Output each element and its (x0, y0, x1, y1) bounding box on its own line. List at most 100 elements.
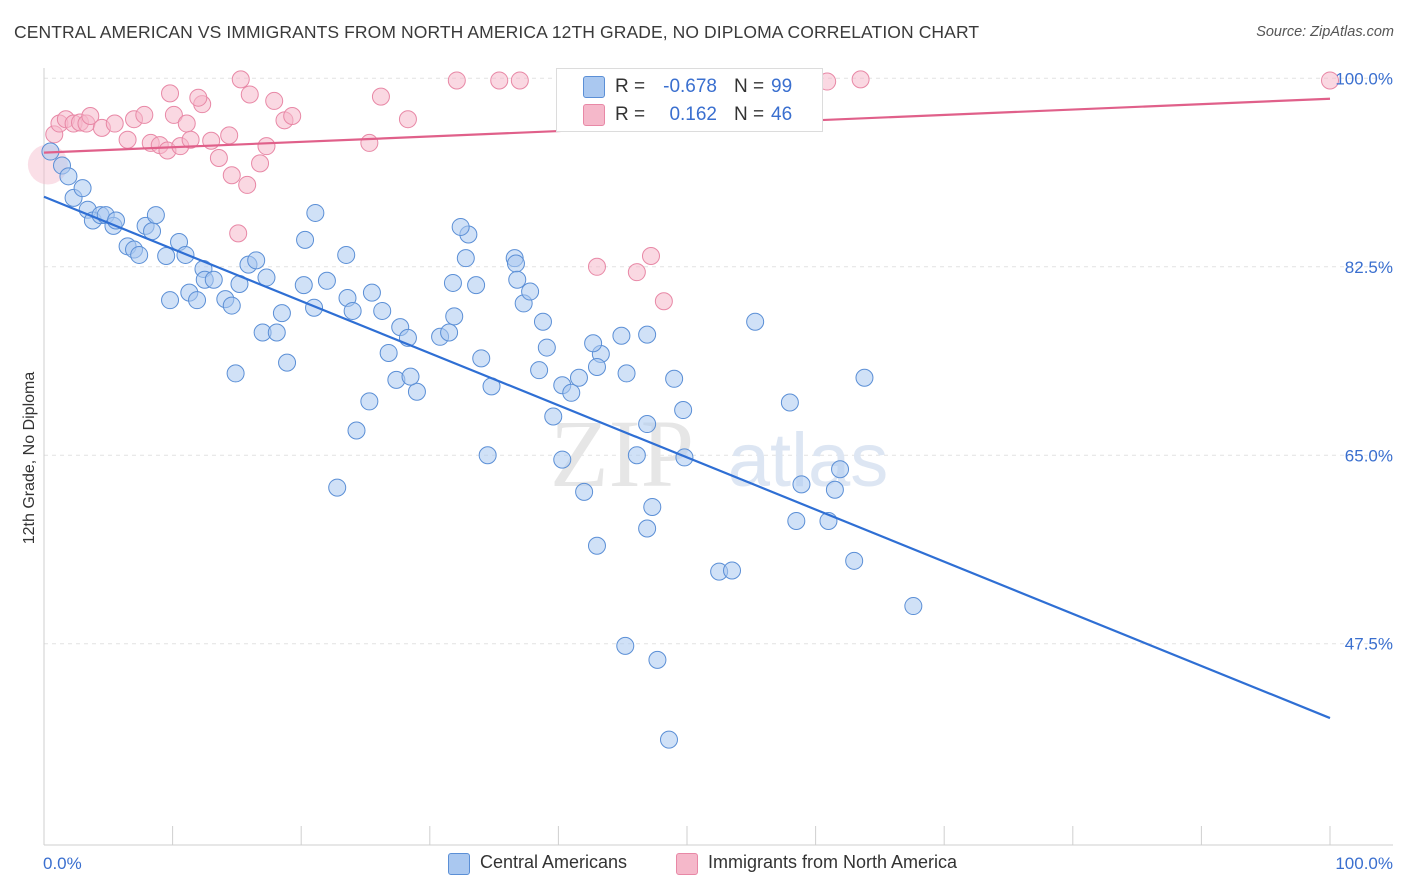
immigrants-point (251, 154, 270, 173)
immigrants-point (851, 70, 870, 89)
central-american-point (825, 480, 844, 499)
central-american-point (401, 367, 420, 386)
watermark-zip: ZIP (550, 400, 694, 507)
bottom-legend-swatch-blue (448, 853, 470, 875)
central-american-point (222, 296, 241, 315)
y-axis-label: 12th Grade, No Diploma (21, 371, 38, 545)
central-american-point (478, 446, 497, 465)
central-american-point (544, 407, 563, 426)
source-label: Source: ZipAtlas.com (1256, 24, 1394, 40)
immigrants-point (181, 130, 200, 149)
legend-r-label: R = (615, 104, 646, 125)
immigrants-point (240, 85, 259, 104)
central-american-point (157, 247, 176, 266)
central-american-point (272, 304, 291, 323)
central-american-point (443, 273, 462, 292)
central-american-point (792, 475, 811, 494)
immigrants-point (229, 224, 248, 243)
central-american-point (337, 245, 356, 264)
immigrants-point (627, 263, 646, 282)
immigrants-point (118, 130, 137, 149)
immigrants-point (209, 149, 228, 168)
central-american-point (638, 415, 657, 434)
central-american-point (553, 450, 572, 469)
immigrants-point (231, 70, 250, 89)
central-american-point (362, 283, 381, 302)
central-american-trend-line (43, 195, 1331, 720)
central-american-point (627, 446, 646, 465)
immigrants-point (360, 133, 379, 152)
immigrants-point (164, 105, 183, 124)
immigrants-point (510, 71, 529, 90)
central-american-point (648, 650, 667, 669)
immigrants-point (220, 126, 239, 145)
central-american-point (204, 270, 223, 289)
central-american-point (533, 312, 552, 331)
central-american-point (665, 369, 684, 388)
central-american-point (278, 353, 297, 372)
central-american-point (343, 301, 362, 320)
bottom-legend-label: Central Americans (480, 852, 628, 872)
central-american-point (638, 519, 657, 538)
central-american-point (226, 364, 245, 383)
immigrants-point (371, 87, 390, 106)
central-american-point (445, 307, 464, 326)
central-american-point (59, 167, 78, 186)
bottom-legend-swatch-pink (676, 853, 698, 875)
legend-n-value: 46 (771, 104, 793, 125)
central-american-point (161, 291, 180, 310)
y-tick-label: 82.5% (1345, 258, 1393, 277)
central-american-point (575, 482, 594, 501)
immigrants-point (161, 84, 180, 103)
central-american-point (521, 282, 540, 301)
chart-title: CENTRAL AMERICAN VS IMMIGRANTS FROM NORT… (14, 22, 980, 42)
x-tick-label-max: 100.0% (1335, 854, 1393, 873)
central-american-point (780, 393, 799, 412)
legend-n-value: 99 (771, 76, 793, 97)
central-american-point (347, 421, 366, 440)
central-american-point (569, 368, 588, 387)
series-central-american-points (41, 142, 923, 749)
y-tick-labels: 100.0% 82.5% 65.0% 47.5% (1335, 69, 1393, 653)
central-american-point (723, 561, 742, 580)
immigrants-point (105, 114, 124, 133)
central-american-point (188, 291, 207, 310)
immigrants-point (654, 292, 673, 311)
central-american-point (130, 245, 149, 264)
central-american-point (506, 254, 525, 273)
central-american-point (746, 312, 765, 331)
central-american-point (537, 338, 556, 357)
y-tick-label: 47.5% (1345, 635, 1393, 654)
central-american-point (467, 276, 486, 295)
legend-swatch-pink (583, 104, 605, 126)
central-american-point (643, 497, 662, 516)
central-american-point (587, 357, 606, 376)
immigrants-point (1321, 71, 1339, 90)
central-american-point (73, 179, 92, 198)
central-american-point (855, 368, 874, 387)
y-tick-label: 65.0% (1345, 446, 1393, 465)
central-american-point (451, 217, 470, 236)
y-tick-label: 100.0% (1335, 69, 1393, 88)
central-american-point (407, 382, 426, 401)
immigrants-point (283, 107, 302, 126)
immigrants-point (222, 166, 241, 185)
legend-n-label: N = (734, 104, 765, 125)
central-american-point (317, 271, 336, 290)
central-american-point (562, 383, 581, 402)
immigrants-point (265, 91, 284, 110)
immigrants-point (257, 137, 276, 156)
central-american-point (845, 551, 864, 570)
central-american-point (306, 203, 325, 222)
central-american-point (328, 478, 347, 497)
central-american-point (267, 323, 286, 342)
central-american-point (456, 249, 475, 268)
legend-row-immigrants: R = 0.162 N = 46 (557, 101, 822, 129)
central-american-point (831, 460, 850, 479)
central-american-point (296, 230, 315, 249)
central-american-point (904, 597, 923, 616)
immigrants-point (587, 257, 606, 276)
immigrants-point (447, 71, 466, 90)
x-tick-label-min: 0.0% (43, 854, 82, 873)
